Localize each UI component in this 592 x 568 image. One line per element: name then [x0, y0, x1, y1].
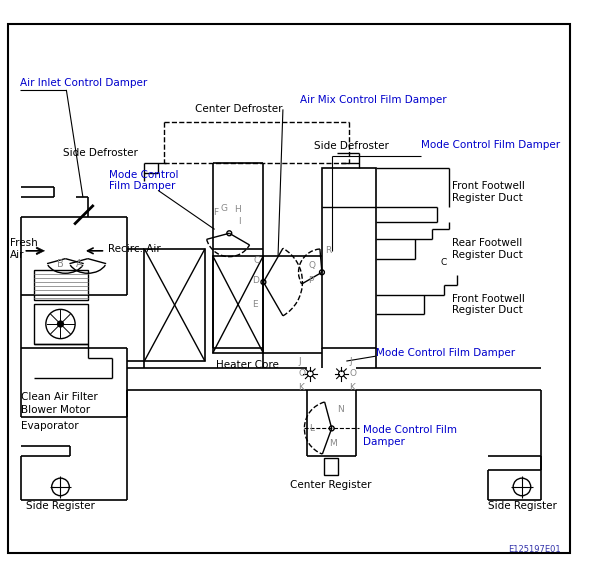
Bar — [34, 304, 88, 344]
Text: O: O — [298, 369, 305, 378]
Text: F: F — [213, 208, 218, 218]
Text: A: A — [76, 258, 83, 269]
Text: R: R — [325, 247, 331, 256]
Text: K: K — [349, 383, 355, 392]
Text: Mode Control
Film Damper: Mode Control Film Damper — [110, 170, 179, 191]
Bar — [213, 256, 263, 353]
Text: Rear Footwell
Register Duct: Rear Footwell Register Duct — [452, 238, 523, 260]
Text: L: L — [309, 424, 314, 433]
Text: Fresh
Air: Fresh Air — [9, 238, 37, 260]
Text: Blower Motor: Blower Motor — [21, 405, 91, 415]
Text: B: B — [57, 258, 63, 269]
Text: Evaporator: Evaporator — [21, 421, 79, 432]
Bar — [34, 270, 88, 299]
Text: C: C — [253, 256, 260, 265]
Text: Side Defroster: Side Defroster — [314, 141, 389, 152]
Text: I: I — [238, 217, 241, 226]
Text: Mode Control Film Damper: Mode Control Film Damper — [422, 140, 561, 151]
Bar — [144, 249, 205, 361]
Text: D: D — [252, 275, 259, 285]
Text: J: J — [298, 357, 301, 366]
Text: Front Footwell
Register Duct: Front Footwell Register Duct — [452, 294, 525, 315]
Text: Recirc. Air: Recirc. Air — [108, 244, 161, 254]
Text: Mode Control Film Damper: Mode Control Film Damper — [375, 348, 514, 358]
Text: P: P — [308, 275, 314, 285]
Bar — [324, 458, 337, 475]
Text: Q: Q — [308, 261, 316, 270]
Text: Center Defroster: Center Defroster — [195, 105, 282, 114]
Text: Heater Core: Heater Core — [216, 360, 279, 370]
Text: Clean Air Filter: Clean Air Filter — [21, 392, 98, 402]
Text: N: N — [337, 406, 345, 414]
Text: Side Defroster: Side Defroster — [63, 148, 139, 158]
Text: H: H — [234, 206, 241, 214]
Text: Mode Control Film
Damper: Mode Control Film Damper — [363, 425, 457, 447]
Text: Air Inlet Control Damper: Air Inlet Control Damper — [20, 78, 147, 88]
Text: Center Register: Center Register — [290, 480, 371, 490]
Text: Front Footwell
Register Duct: Front Footwell Register Duct — [452, 182, 525, 203]
Text: Air Mix Control Film Damper: Air Mix Control Film Damper — [301, 95, 447, 105]
Circle shape — [57, 321, 63, 327]
Bar — [322, 168, 375, 348]
Text: Side Register: Side Register — [487, 502, 556, 511]
Text: G: G — [220, 204, 227, 214]
Text: M: M — [329, 440, 336, 449]
Text: C: C — [441, 258, 447, 267]
Text: E125197E01: E125197E01 — [509, 545, 561, 554]
Text: K: K — [298, 383, 304, 392]
Text: Side Register: Side Register — [26, 502, 95, 511]
Text: J: J — [349, 357, 352, 366]
Text: E: E — [252, 300, 258, 309]
Text: O: O — [349, 369, 356, 378]
